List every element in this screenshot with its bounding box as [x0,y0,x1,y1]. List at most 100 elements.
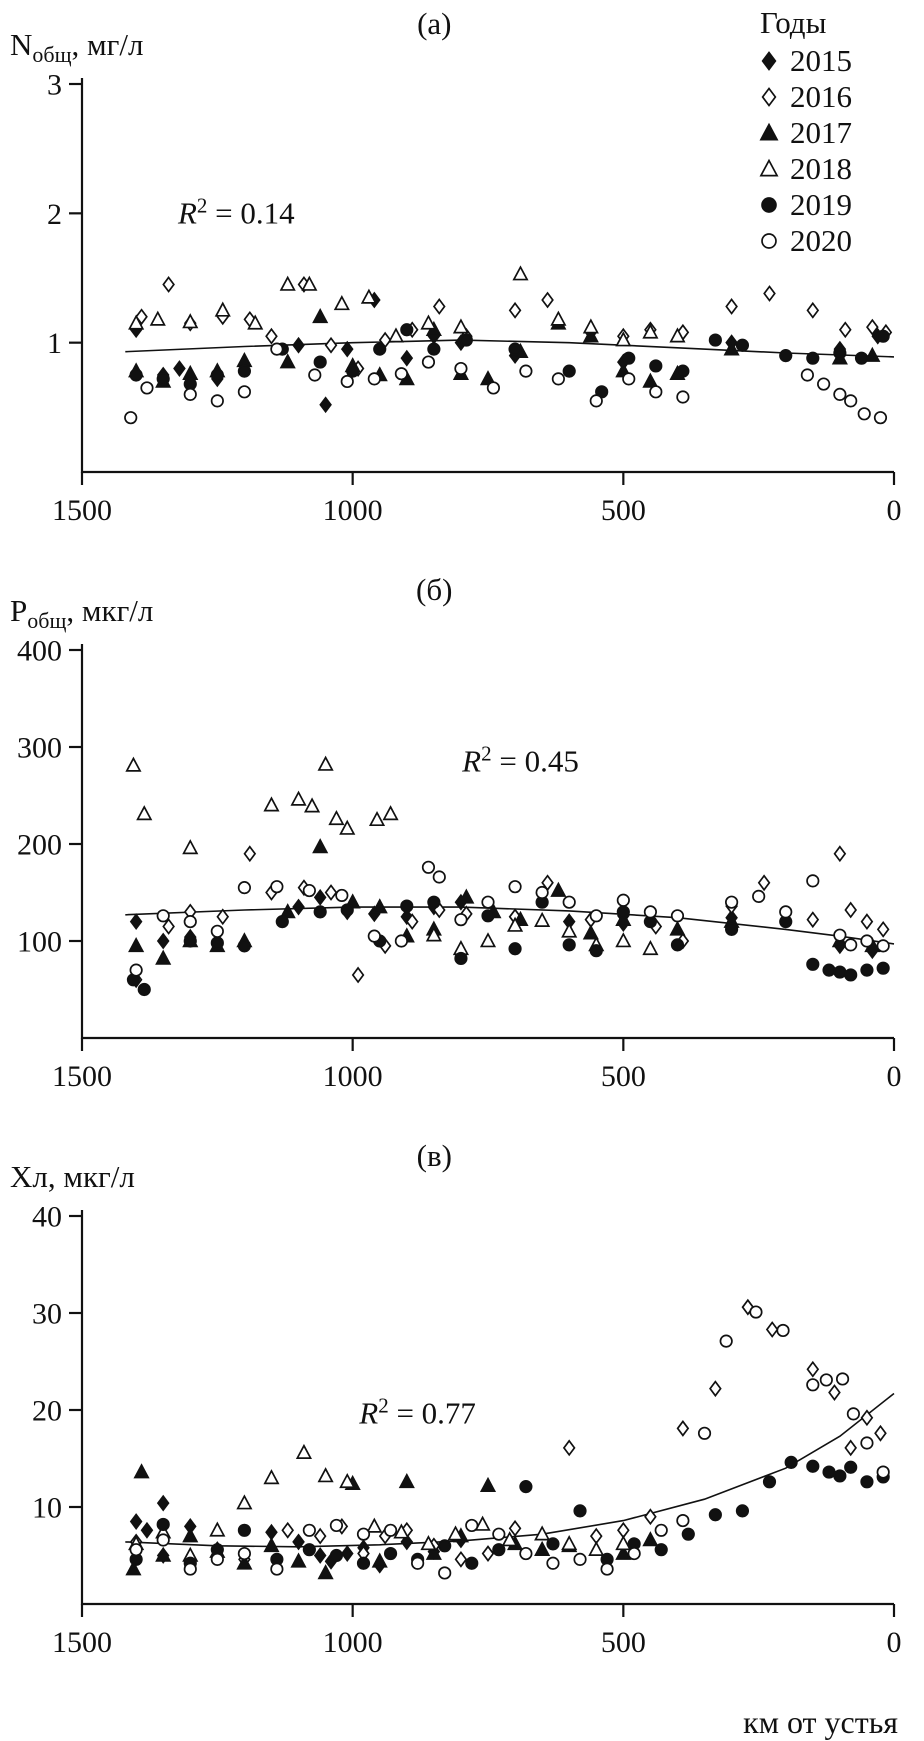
triangle-open-marker [452,318,470,334]
series-2018 [128,265,686,347]
triangle-filled-marker [371,898,388,914]
circle-open-marker [367,372,381,386]
diamond-open-marker [351,966,365,984]
x-tick-label: 1500 [52,1626,112,1659]
x-tick-label: 1000 [323,1626,383,1659]
circle-filled-marker [329,1548,344,1563]
legend-item-2020: 2020 [756,222,908,258]
triangle-open-marker [420,314,437,330]
triangle-open-marker [425,926,442,942]
circle-open-marker [654,1523,668,1537]
triangle-filled-marker [759,122,779,141]
circle-open-marker [643,905,657,919]
circle-open-marker [589,909,603,923]
triangle-open-marker [615,1535,632,1551]
diamond-open-marker [765,1321,779,1338]
circle-open-marker [800,368,814,382]
diamond-open-marker [725,298,738,315]
triangle-filled-marker [290,1552,307,1568]
circle-open-marker [551,372,565,386]
diamond-open-marker [844,901,858,919]
triangle-filled-marker [317,1564,334,1580]
y-tick-label: 1 [47,327,62,360]
triangle-open-marker [669,327,686,343]
trend-line [125,1392,895,1548]
circle-open-marker [129,963,143,977]
diamond-filled-marker [400,349,414,367]
diamond-filled-marker [292,1533,305,1551]
circle-open-marker [776,1323,790,1338]
circle-filled-marker [860,963,874,977]
y-tick-label: 40 [32,1201,62,1234]
circle-filled-marker [519,1480,533,1494]
panel-c: Хл, мкг/л (в) 10 20 30 40 1500 1000 500 0 R2 = 0… [0,1138,924,1670]
x-tick-label: 0 [887,1626,902,1659]
circle-open-marker [302,883,316,898]
diamond-open-marker [454,1550,468,1568]
triangle-open-marker [506,916,524,932]
circle-filled-marker [833,346,847,360]
circle-filled-marker [210,368,224,382]
circle-filled-marker [761,197,777,213]
triangle-open-marker [317,755,334,771]
circle-filled-marker [622,351,636,365]
triangle-filled-marker [458,888,475,904]
circle-filled-marker [275,915,289,929]
triangle-filled-marker [615,910,632,926]
triangle-open-marker [317,1467,334,1483]
circle-filled-marker [373,342,387,356]
diamond-open-marker [508,301,522,319]
y-tick-label: 20 [32,1395,62,1428]
series-2020 [129,1305,890,1580]
diamond-open-marker [874,1424,887,1442]
circle-filled-marker [822,1465,836,1479]
diamond-open-marker [324,336,338,354]
circle-filled-marker [784,1455,798,1469]
circle-filled-marker [508,342,522,356]
circle-filled-marker [481,909,495,923]
circle-open-marker [421,860,436,874]
diamond-open-marker [763,285,776,302]
circle-open-marker [129,1543,143,1557]
circle-filled-marker [137,982,151,997]
circle-open-marker [210,394,224,408]
panel-c-header: Хл, мкг/л (в) [0,1138,924,1200]
triangle-filled-marker [371,1552,388,1568]
circle-filled-marker [302,1543,316,1557]
circle-open-marker [860,1436,874,1450]
triangle-open-marker [368,810,386,827]
circle-open-marker [335,888,349,902]
circle-open-marker [589,394,603,408]
circle-open-marker [183,1562,197,1576]
circle-filled-marker [822,963,836,977]
triangle-open-marker [550,310,567,326]
circle-open-marker [394,934,408,948]
circle-filled-marker [183,934,197,948]
circle-open-marker [156,909,170,923]
circle-filled-marker [616,905,630,919]
circle-open-marker [627,1546,641,1561]
diamond-open-marker [838,321,852,339]
circle-open-marker [857,407,871,421]
diamond-filled-marker [156,932,170,950]
y-tick-label: 30 [32,1298,62,1331]
triangle-open-marker [615,331,632,347]
circle-filled-marker [546,1537,560,1551]
y-axis-title-b: Pобщ, мкг/л [10,595,153,632]
circle-filled-marker [708,1508,722,1522]
diamond-open-marker [313,1527,327,1545]
diamond-open-marker [481,1545,495,1562]
circle-open-marker [676,1513,690,1528]
circle-filled-marker [844,1460,858,1474]
diamond-open-marker [806,301,820,319]
circle-open-icon [761,233,777,249]
circle-filled-marker [589,944,603,958]
diamond-open-marker [806,1360,820,1378]
triangle-open-icon [759,158,779,177]
x-tick-label: 500 [601,1060,646,1093]
triangle-open-marker [182,313,199,329]
circle-filled-marker [400,899,414,913]
circle-filled-marker [383,1546,398,1561]
y-axis-title-a-main: N [10,26,33,62]
triangle-open-marker [588,1540,605,1556]
